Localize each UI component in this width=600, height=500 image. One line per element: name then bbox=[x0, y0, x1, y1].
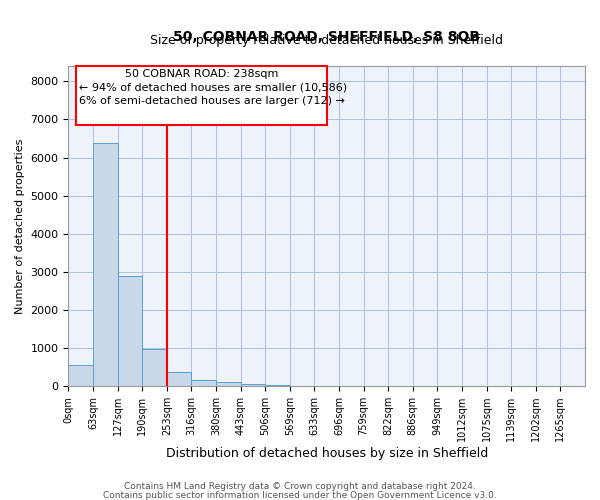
Title: 50, COBNAR ROAD, SHEFFIELD, S8 8QB: 50, COBNAR ROAD, SHEFFIELD, S8 8QB bbox=[173, 30, 480, 44]
Bar bbox=[68, 365, 93, 386]
Bar bbox=[241, 384, 265, 386]
Y-axis label: Number of detached properties: Number of detached properties bbox=[15, 138, 25, 314]
Text: Size of property relative to detached houses in Sheffield: Size of property relative to detached ho… bbox=[150, 34, 503, 47]
Bar bbox=[142, 349, 167, 386]
Bar bbox=[265, 385, 290, 386]
Text: Contains HM Land Registry data © Crown copyright and database right 2024.: Contains HM Land Registry data © Crown c… bbox=[124, 482, 476, 491]
Text: Contains public sector information licensed under the Open Government Licence v3: Contains public sector information licen… bbox=[103, 490, 497, 500]
FancyBboxPatch shape bbox=[76, 66, 327, 125]
Bar bbox=[191, 380, 216, 386]
X-axis label: Distribution of detached houses by size in Sheffield: Distribution of detached houses by size … bbox=[166, 447, 488, 460]
Text: ← 94% of detached houses are smaller (10,586): ← 94% of detached houses are smaller (10… bbox=[79, 82, 347, 92]
Bar bbox=[216, 382, 241, 386]
Bar bbox=[93, 143, 118, 386]
Text: 6% of semi-detached houses are larger (712) →: 6% of semi-detached houses are larger (7… bbox=[79, 96, 346, 106]
Text: 50 COBNAR ROAD: 238sqm: 50 COBNAR ROAD: 238sqm bbox=[125, 69, 278, 79]
Bar bbox=[167, 372, 191, 386]
Bar bbox=[118, 276, 142, 386]
